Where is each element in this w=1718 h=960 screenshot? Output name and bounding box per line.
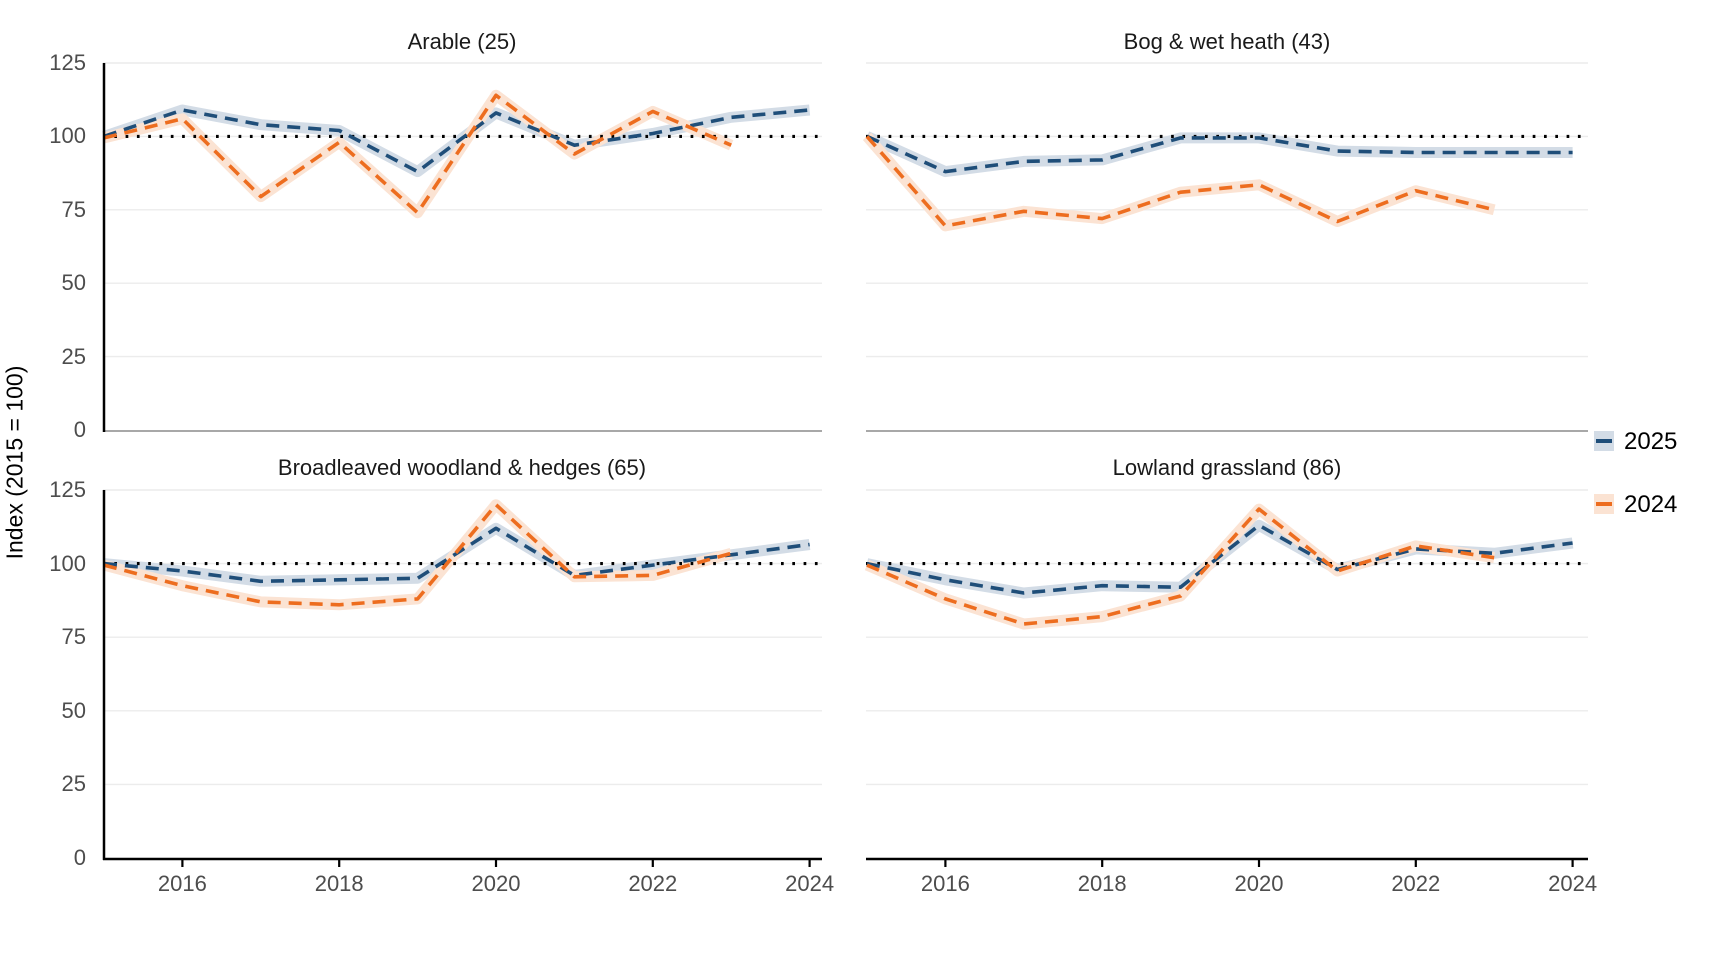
series-2025-line: [103, 108, 810, 174]
x-tick-label-2018: 2018: [1077, 871, 1127, 896]
legend-key-2025-swatch: [1594, 431, 1614, 451]
series-2024-ribbon: [864, 503, 1496, 630]
y-tick-label-125: 125: [49, 477, 86, 502]
series-2024-line: [103, 93, 732, 215]
series-2024-ribbon: [102, 499, 733, 611]
x-tick-label-2020: 2020: [1234, 871, 1284, 896]
y-tick-label-125: 125: [49, 50, 86, 75]
x-tick-label-2024: 2024: [785, 871, 835, 896]
panel-title-broadleaved-woodland: Broadleaved woodland & hedges (65): [277, 455, 647, 480]
x-tick-label-2024: 2024: [1548, 871, 1598, 896]
y-tick-label-100: 100: [49, 123, 86, 149]
y-tick-label-25: 25: [61, 343, 86, 369]
y-tick-label-0: 0: [73, 417, 86, 442]
series-2024-line: [865, 135, 1495, 228]
x-tick-label-2022: 2022: [1391, 871, 1441, 896]
y-tick-label-75: 75: [61, 624, 86, 650]
y-tick-label-50: 50: [61, 270, 86, 296]
y-tick-label-50: 50: [61, 697, 86, 723]
series-2025-line: [866, 134, 1573, 174]
y-tick-label-0: 0: [73, 845, 86, 870]
legend-label-2024: 2024: [1624, 491, 1678, 518]
series-2025-line: [866, 523, 1573, 595]
x-tick-label-2016: 2016: [157, 871, 207, 896]
panel-broadleaved-woodland-hedges-65: [102, 489, 822, 867]
series-2024-line: [103, 502, 732, 607]
x-tick-label-2018: 2018: [314, 871, 364, 896]
legend-label-2025: 2025: [1624, 428, 1678, 455]
panel-arable-25: [102, 62, 822, 432]
x-tick-label-2022: 2022: [628, 871, 678, 896]
y-tick-label-75: 75: [61, 196, 86, 222]
series-2024-line: [866, 507, 1495, 626]
legend-key-2024-swatch: [1594, 494, 1614, 514]
y-tick-label-25: 25: [61, 771, 86, 797]
panel-lowland-grassland-86: [864, 489, 1588, 867]
x-tick-label-2016: 2016: [920, 871, 970, 896]
y-tick-label-100: 100: [49, 550, 86, 576]
panel-bog-wet-heath-43: [862, 62, 1588, 432]
panel-title-bog-wet-heath: Bog & wet heath (43): [1123, 29, 1331, 54]
legend-key-2025-dash-icon: [1596, 439, 1612, 443]
x-tick-label-2020: 2020: [471, 871, 521, 896]
panel-title-arable: Arable (25): [407, 29, 517, 54]
panel-title-lowland-grassland: Lowland grassland (86): [1112, 455, 1342, 480]
legend-key-2024-dash-icon: [1596, 502, 1612, 506]
